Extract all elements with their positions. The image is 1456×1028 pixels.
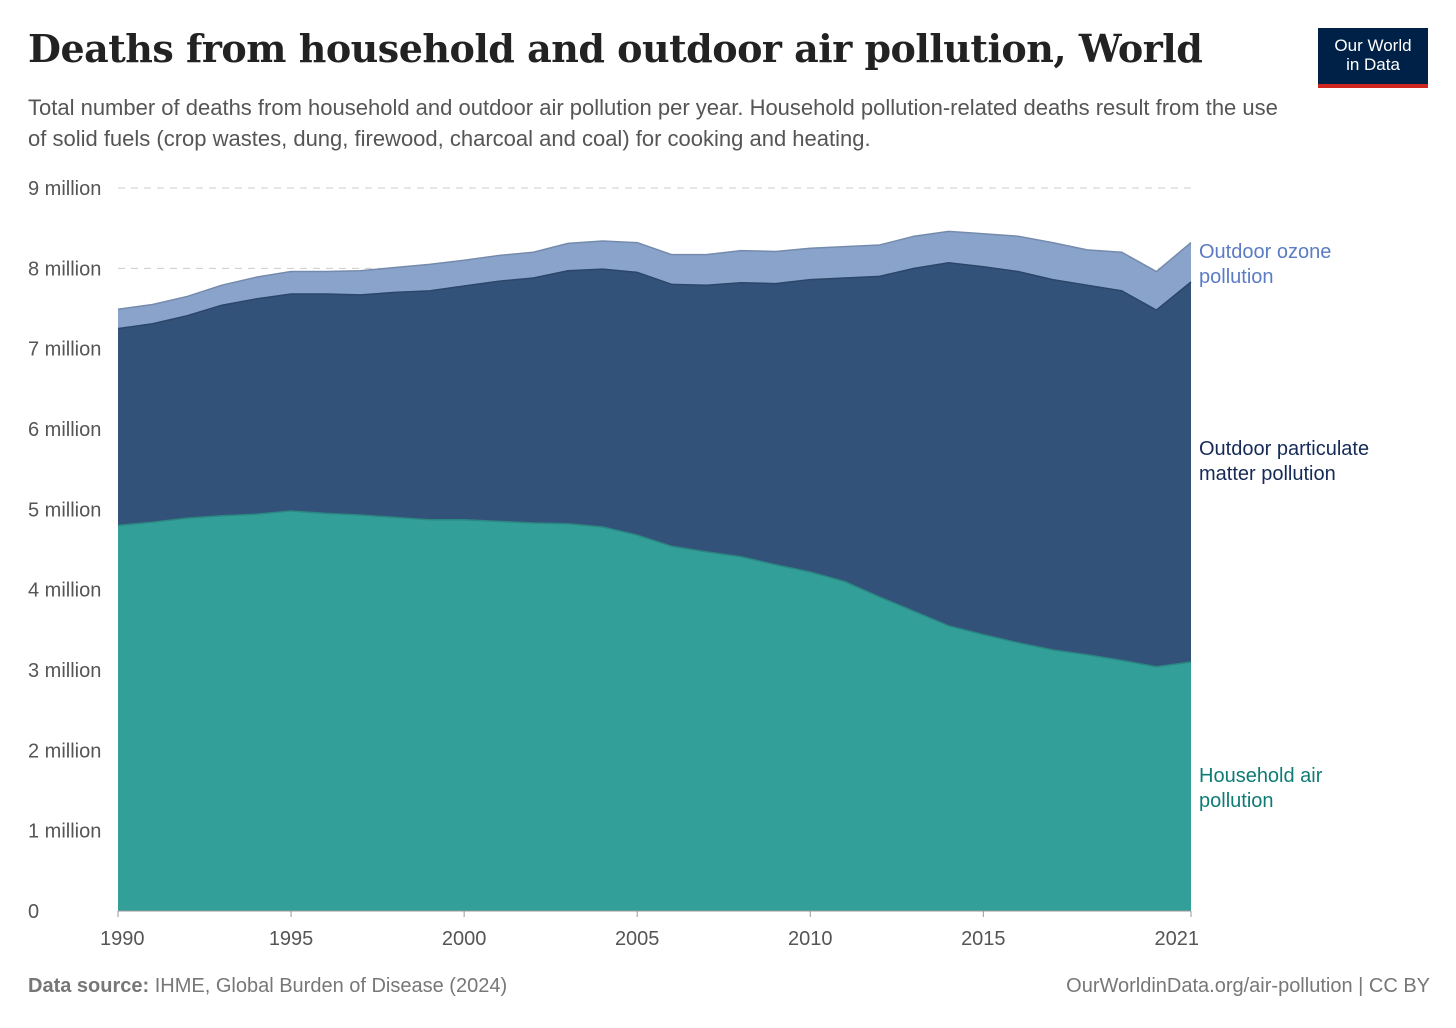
logo-line-1: Our World bbox=[1334, 36, 1412, 55]
y-tick-label: 5 million bbox=[28, 499, 101, 521]
x-tick-label: 2005 bbox=[615, 928, 660, 950]
source-url-link[interactable]: OurWorldinData.org/air-pollution | CC BY bbox=[1066, 975, 1430, 997]
legend-label-household: Household air bbox=[1199, 765, 1323, 787]
line-ozone bbox=[117, 230, 1192, 311]
line-household bbox=[117, 510, 1192, 668]
x-tick-label: 1990 bbox=[100, 928, 145, 950]
legend-label-household: pollution bbox=[1199, 790, 1274, 812]
y-tick-label: 4 million bbox=[28, 580, 101, 602]
y-tick-label: 1 million bbox=[28, 821, 101, 843]
x-tick-label: 2010 bbox=[788, 928, 833, 950]
x-tick-label: 2015 bbox=[961, 928, 1006, 950]
data-source-label: Data source: bbox=[28, 975, 150, 997]
legend-label-ozone: pollution bbox=[1199, 266, 1274, 288]
legend-label-particulate: matter pollution bbox=[1199, 463, 1336, 485]
legend-label-particulate: Outdoor particulate bbox=[1199, 438, 1369, 460]
x-tick-label: 2000 bbox=[442, 928, 487, 950]
y-tick-label: 0 bbox=[28, 901, 39, 923]
logo-line-2: in Data bbox=[1346, 55, 1400, 74]
chart-subtitle: Total number of deaths from household an… bbox=[28, 95, 1278, 151]
y-tick-label: 8 million bbox=[28, 258, 101, 280]
line-particulate bbox=[117, 261, 1192, 330]
y-tick-label: 3 million bbox=[28, 660, 101, 682]
area-ozone bbox=[118, 231, 1191, 329]
y-tick-label: 7 million bbox=[28, 339, 101, 361]
data-source: Data source: IHME, Global Burden of Dise… bbox=[28, 975, 507, 998]
x-tick-label: 2021 bbox=[1155, 928, 1200, 950]
data-source-text: IHME, Global Burden of Disease (2024) bbox=[154, 975, 508, 997]
y-tick-label: 9 million bbox=[28, 178, 101, 200]
chart-title: Deaths from household and outdoor air po… bbox=[28, 26, 1203, 71]
owid-logo[interactable]: Our World in Data bbox=[1318, 28, 1428, 88]
y-tick-label: 6 million bbox=[28, 419, 101, 441]
x-tick-label: 1995 bbox=[269, 928, 314, 950]
legend-label-ozone: Outdoor ozone bbox=[1199, 241, 1331, 263]
area-particulate bbox=[118, 262, 1191, 667]
y-tick-label: 2 million bbox=[28, 740, 101, 762]
area-household bbox=[118, 510, 1191, 911]
